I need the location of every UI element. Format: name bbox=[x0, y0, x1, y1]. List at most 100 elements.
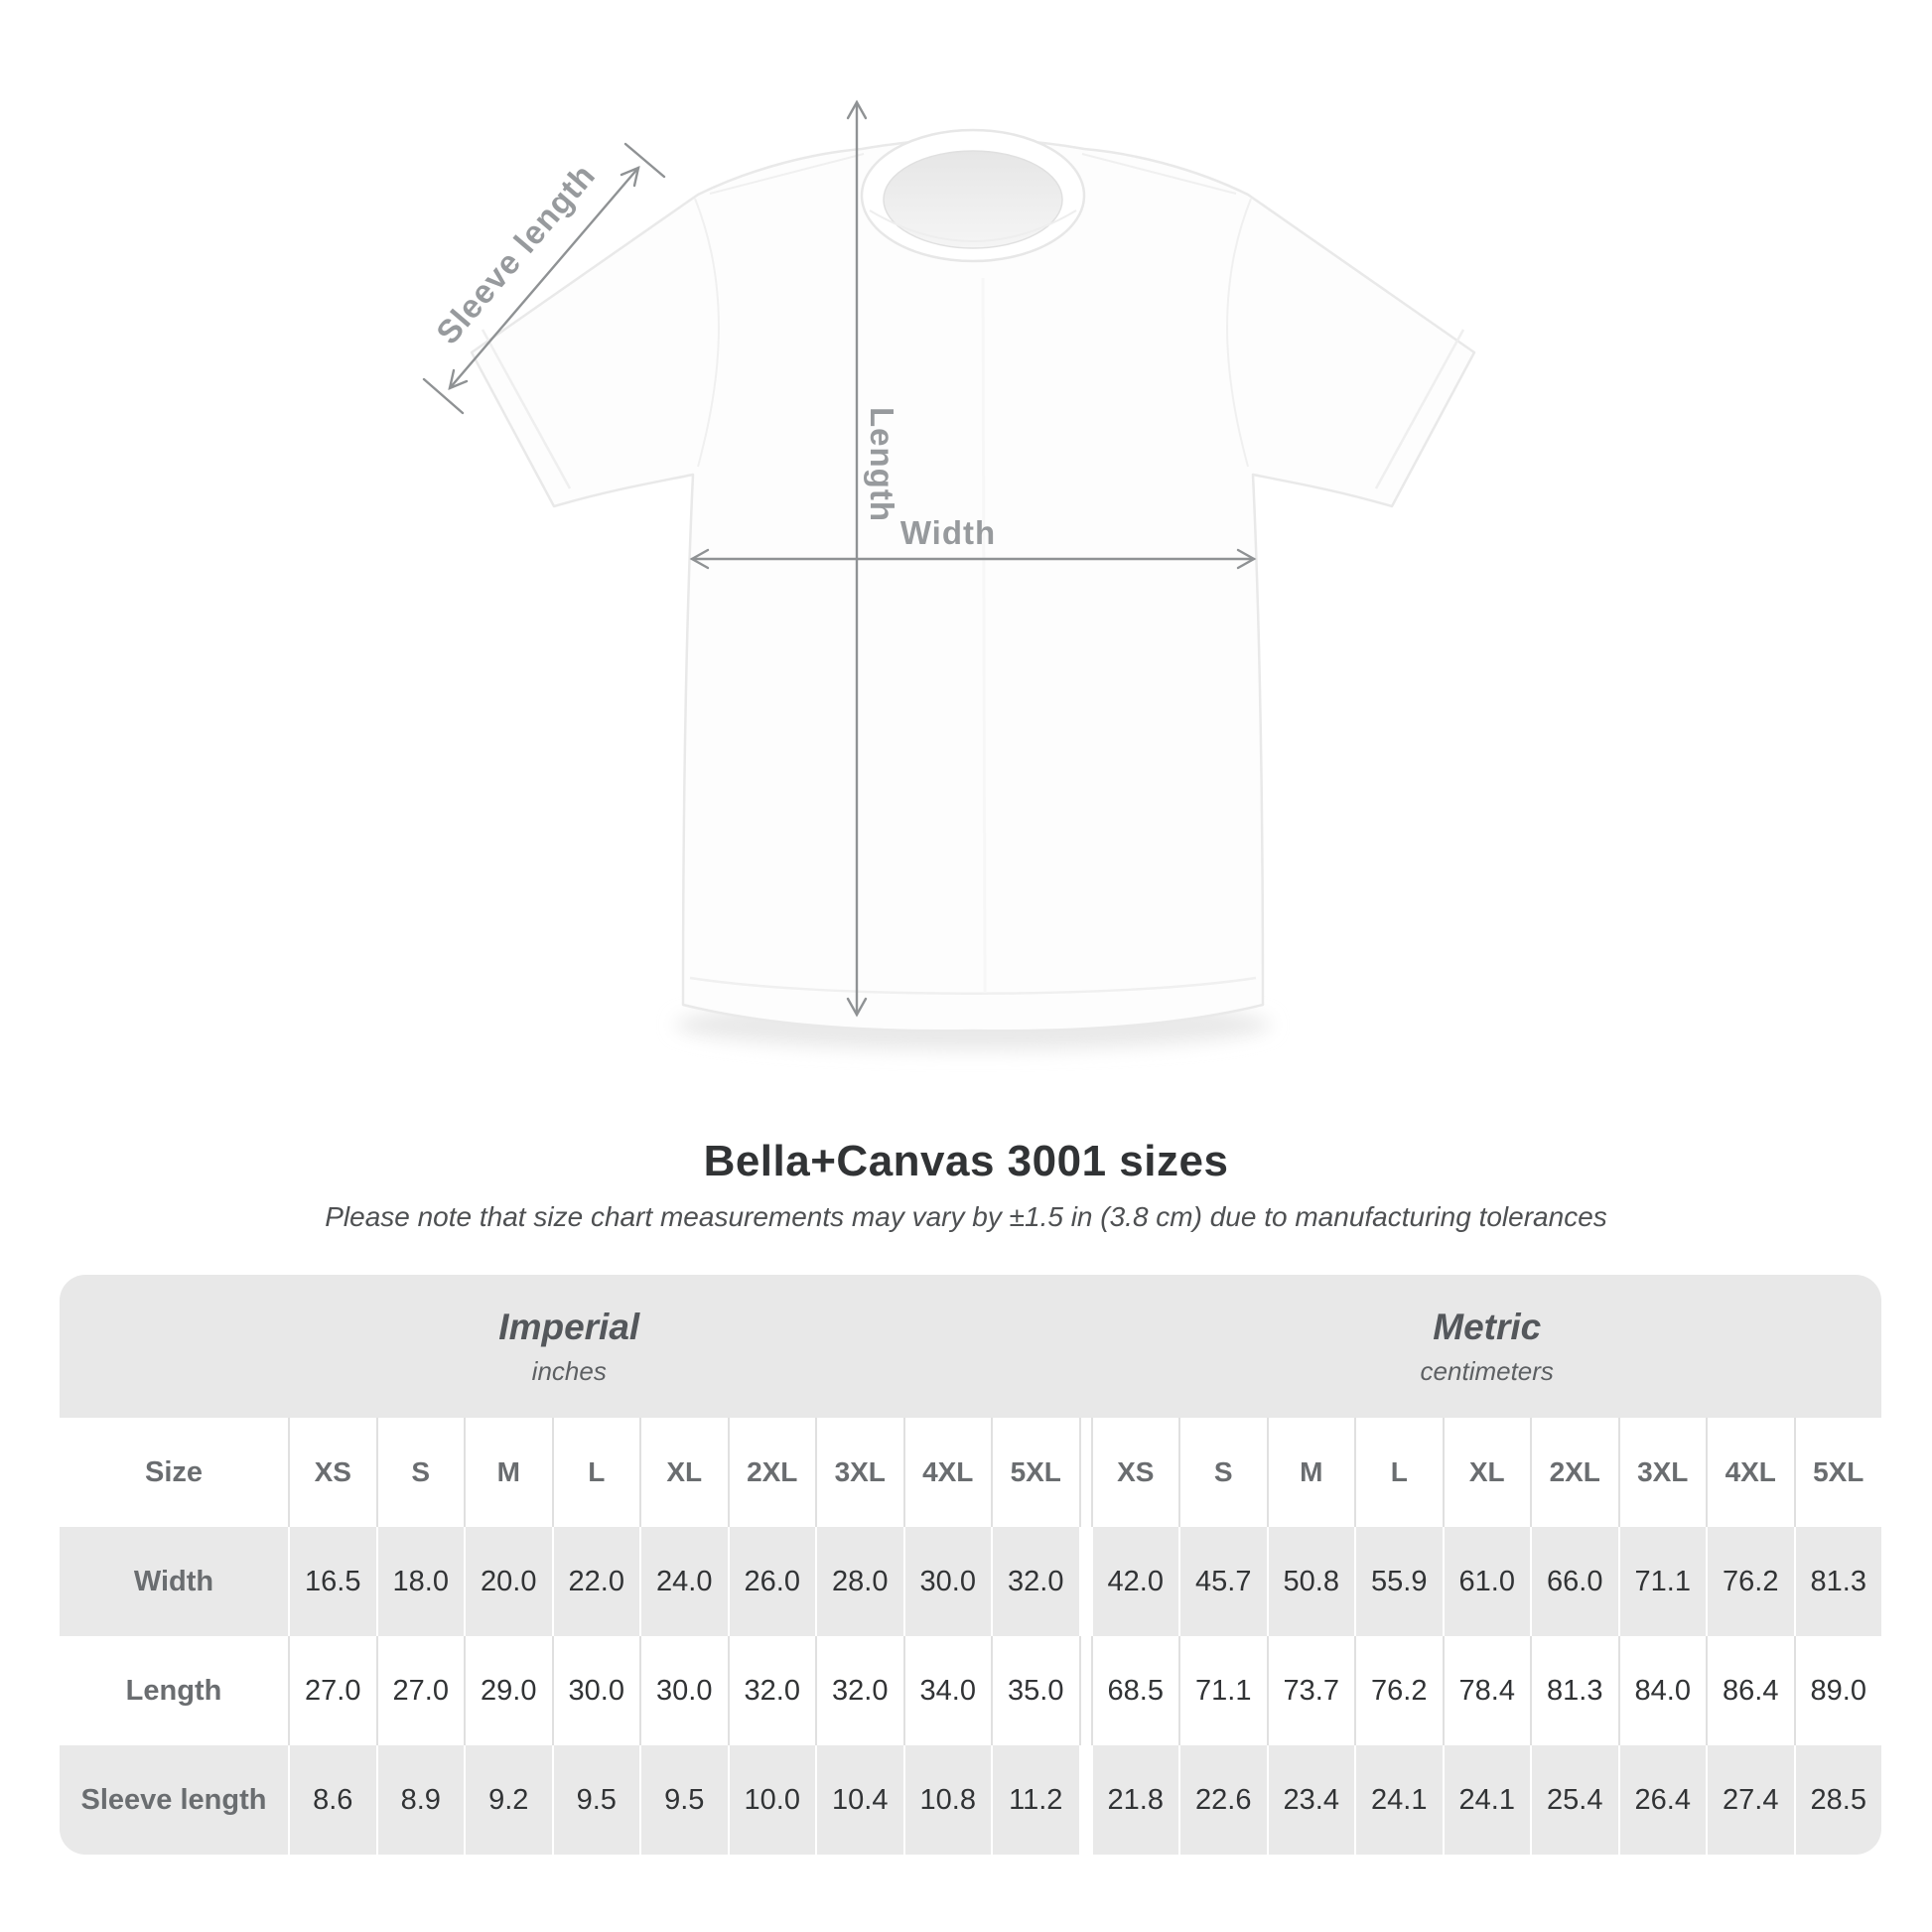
width-imperial-xs: 16.5 bbox=[290, 1527, 376, 1636]
size-col-metric-4xl: 4XL bbox=[1708, 1418, 1794, 1527]
length-metric-l: 76.2 bbox=[1356, 1636, 1443, 1745]
size-col-metric-2xl: 2XL bbox=[1532, 1418, 1618, 1527]
width-metric-l: 55.9 bbox=[1356, 1527, 1443, 1636]
armhole-seam-left bbox=[694, 198, 720, 468]
units-header-band: Imperial inches Metric centimeters bbox=[60, 1275, 1881, 1418]
length-metric-3xl: 84.0 bbox=[1619, 1636, 1706, 1745]
size-col-imperial-xl: XL bbox=[641, 1418, 728, 1527]
size-col-imperial-5xl: 5XL bbox=[993, 1418, 1079, 1527]
sleeve-length-imperial-xl: 9.5 bbox=[641, 1745, 728, 1855]
length-imperial-4xl: 34.0 bbox=[904, 1636, 991, 1745]
width-imperial-l: 22.0 bbox=[553, 1527, 639, 1636]
table-row-length: Length 27.0 27.0 29.0 30.0 30.0 32.0 32.0 34.0 35… bbox=[60, 1636, 1881, 1745]
tshirt-measurement-diagram: Length Width Sleeve length bbox=[422, 99, 1476, 1050]
size-header-row: Size XS S M L XL 2XL 3XL 4XL 5XL XS S M L XL 2XL 3XL 4XL 5… bbox=[60, 1418, 1881, 1527]
size-col-imperial-2xl: 2XL bbox=[729, 1418, 815, 1527]
sleeve-length-imperial-s: 8.9 bbox=[377, 1745, 464, 1855]
size-col-metric-m: M bbox=[1268, 1418, 1354, 1527]
width-imperial-xl: 24.0 bbox=[641, 1527, 728, 1636]
length-arrow bbox=[846, 99, 868, 1018]
imperial-title: Imperial bbox=[498, 1306, 640, 1347]
length-imperial-xl: 30.0 bbox=[641, 1636, 728, 1745]
tshirt-body bbox=[470, 137, 1476, 1033]
sleeve-length-label: Sleeve length bbox=[429, 157, 603, 351]
width-metric-s: 45.7 bbox=[1180, 1527, 1267, 1636]
units-divider bbox=[1080, 1745, 1091, 1855]
sleeve-length-imperial-l: 9.5 bbox=[553, 1745, 639, 1855]
armhole-seam-right bbox=[1226, 198, 1252, 468]
width-imperial-s: 18.0 bbox=[377, 1527, 464, 1636]
sleeve-length-metric-5xl: 28.5 bbox=[1795, 1745, 1881, 1855]
width-imperial-4xl: 30.0 bbox=[904, 1527, 991, 1636]
table-row-sleeve-length: Sleeve length 8.6 8.9 9.2 9.5 9.5 10.0 10.4 10.8… bbox=[60, 1745, 1881, 1855]
shirt-shadow bbox=[675, 999, 1271, 1050]
collar-opening bbox=[883, 150, 1063, 249]
size-col-metric-l: L bbox=[1356, 1418, 1443, 1527]
row-label-sleeve-length: Sleeve length bbox=[60, 1745, 288, 1855]
row-label-length: Length bbox=[60, 1636, 288, 1745]
row-label-width: Width bbox=[60, 1527, 288, 1636]
length-label: Length bbox=[864, 407, 900, 522]
collar-outer bbox=[860, 128, 1086, 263]
length-metric-xl: 78.4 bbox=[1444, 1636, 1530, 1745]
page-subtitle: Please note that size chart measurements… bbox=[325, 1201, 1607, 1232]
sleeve-length-imperial-3xl: 10.4 bbox=[817, 1745, 903, 1855]
metric-title: Metric bbox=[1433, 1306, 1542, 1347]
page-title: Bella+Canvas 3001 sizes bbox=[703, 1137, 1229, 1185]
table-row-width: Width 16.5 18.0 20.0 22.0 24.0 26.0 28.0 30.0 32.… bbox=[60, 1527, 1881, 1636]
length-imperial-3xl: 32.0 bbox=[817, 1636, 903, 1745]
sleeve-length-imperial-m: 9.2 bbox=[466, 1745, 552, 1855]
sleeve-length-metric-xs: 21.8 bbox=[1092, 1745, 1178, 1855]
size-col-metric-5xl: 5XL bbox=[1795, 1418, 1881, 1527]
size-col-imperial-l: L bbox=[553, 1418, 639, 1527]
width-metric-3xl: 71.1 bbox=[1619, 1527, 1706, 1636]
size-col-metric-s: S bbox=[1180, 1418, 1267, 1527]
width-metric-5xl: 81.3 bbox=[1795, 1527, 1881, 1636]
length-metric-s: 71.1 bbox=[1180, 1636, 1267, 1745]
sleeve-hem-left bbox=[481, 329, 572, 489]
sleeve-hem-right bbox=[1374, 329, 1465, 489]
length-imperial-m: 29.0 bbox=[466, 1636, 552, 1745]
length-metric-2xl: 81.3 bbox=[1532, 1636, 1618, 1745]
size-col-imperial-3xl: 3XL bbox=[817, 1418, 903, 1527]
imperial-unit: inches bbox=[531, 1355, 607, 1386]
units-divider bbox=[1080, 1527, 1091, 1636]
width-metric-4xl: 76.2 bbox=[1708, 1527, 1794, 1636]
collar-seam bbox=[869, 209, 1077, 242]
sleeve-length-metric-xl: 24.1 bbox=[1444, 1745, 1530, 1855]
width-imperial-m: 20.0 bbox=[466, 1527, 552, 1636]
width-arrow bbox=[689, 548, 1257, 570]
sleeve-length-imperial-xs: 8.6 bbox=[290, 1745, 376, 1855]
length-metric-m: 73.7 bbox=[1268, 1636, 1354, 1745]
size-col-imperial-4xl: 4XL bbox=[904, 1418, 991, 1527]
bottom-hem-stitch bbox=[689, 976, 1257, 995]
length-metric-xs: 68.5 bbox=[1092, 1636, 1178, 1745]
units-divider bbox=[1080, 1636, 1091, 1745]
width-metric-xl: 61.0 bbox=[1444, 1527, 1530, 1636]
units-divider bbox=[1080, 1418, 1091, 1527]
center-crease bbox=[981, 277, 987, 994]
size-col-metric-3xl: 3XL bbox=[1619, 1418, 1706, 1527]
width-label: Width bbox=[900, 514, 996, 551]
sleeve-length-metric-s: 22.6 bbox=[1180, 1745, 1267, 1855]
size-col-imperial-m: M bbox=[466, 1418, 552, 1527]
imperial-header: Imperial inches bbox=[60, 1275, 1079, 1418]
shoulder-seam-right bbox=[1081, 153, 1237, 195]
size-col-imperial-xs: XS bbox=[290, 1418, 376, 1527]
length-imperial-s: 27.0 bbox=[377, 1636, 464, 1745]
size-col-metric-xl: XL bbox=[1444, 1418, 1530, 1527]
sleeve-length-metric-m: 23.4 bbox=[1268, 1745, 1354, 1855]
sleeve-length-metric-4xl: 27.4 bbox=[1708, 1745, 1794, 1855]
length-imperial-2xl: 32.0 bbox=[729, 1636, 815, 1745]
length-imperial-l: 30.0 bbox=[553, 1636, 639, 1745]
shoulder-seam-left bbox=[709, 153, 865, 195]
size-col-metric-xs: XS bbox=[1092, 1418, 1178, 1527]
width-imperial-5xl: 32.0 bbox=[993, 1527, 1079, 1636]
sleeve-length-imperial-4xl: 10.8 bbox=[904, 1745, 991, 1855]
sleeve-length-imperial-5xl: 11.2 bbox=[993, 1745, 1079, 1855]
sleeve-length-metric-2xl: 25.4 bbox=[1532, 1745, 1618, 1855]
length-metric-4xl: 86.4 bbox=[1708, 1636, 1794, 1745]
size-column-header: Size bbox=[60, 1418, 288, 1527]
size-table: Imperial inches Metric centimeters Size X… bbox=[60, 1275, 1881, 1855]
sleeve-length-imperial-2xl: 10.0 bbox=[729, 1745, 815, 1855]
